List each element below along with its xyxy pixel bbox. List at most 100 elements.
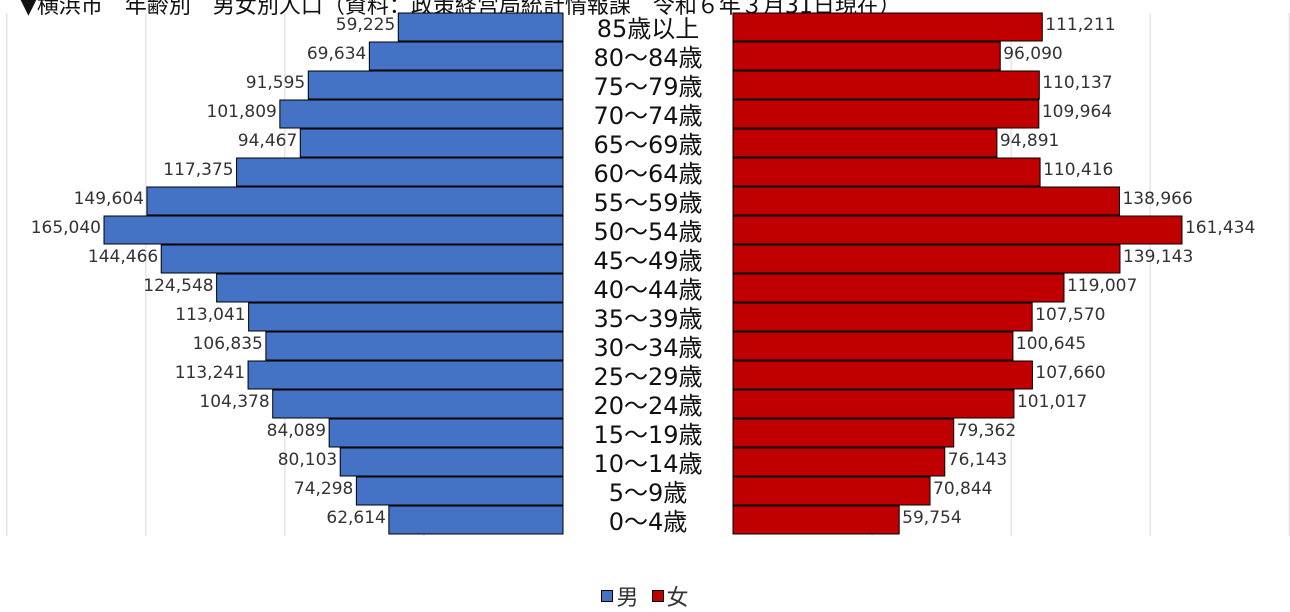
category-label: 70～74歳 [593,102,702,130]
bar-female [732,128,998,158]
value-label-male: 59,225 [336,15,395,35]
value-label-female: 70,844 [933,479,992,499]
legend: 男 女 [0,580,1290,612]
category-label: 25～29歳 [593,363,702,391]
value-label-male: 91,595 [246,73,305,93]
bar-female [732,186,1120,216]
bar-male [146,186,564,216]
legend-swatch-female [651,590,664,602]
bar-female [732,273,1065,303]
value-label-male: 113,041 [175,305,245,325]
bar-male [388,505,564,535]
chart-title: ▼横浜市 年齢別 男女別人口（資料：政策経営局統計情報課 令和６年３月31日現在… [20,0,901,19]
bar-male [307,70,564,100]
bar-female [732,302,1033,332]
value-label-male: 101,809 [207,102,277,122]
category-label: 10～14歳 [593,450,702,478]
legend-label-female: 女 [666,586,689,611]
value-label-male: 113,241 [175,363,245,383]
value-label-female: 76,143 [948,450,1007,470]
category-label: 35～39歳 [593,305,702,333]
value-labels: 59,225 111,211 69,634 96,090 91,595 110,137 10… [31,15,1256,528]
value-label-male: 124,548 [143,276,213,296]
value-label-female: 110,416 [1043,160,1113,180]
category-label: 75～79歳 [593,73,702,101]
value-label-male: 144,466 [88,247,158,267]
bar-female [732,418,955,448]
bar-male [279,99,564,129]
value-label-female: 161,434 [1185,218,1255,238]
value-label-male: 117,375 [163,160,233,180]
bar-female [732,12,1043,42]
value-label-female: 94,891 [1000,131,1059,151]
bar-male [397,12,564,42]
bar-male [328,418,564,448]
age-group-labels: 85歳以上80～84歳75～79歳70～74歳65～69歳60～64歳55～59… [593,15,702,536]
value-label-male: 69,634 [307,44,366,64]
category-label: 40～44歳 [593,276,702,304]
value-label-male: 104,378 [199,392,269,412]
bar-male [265,331,564,361]
bar-male [248,302,564,332]
bar-female [732,244,1121,274]
bar-male [216,273,564,303]
category-label: 30～34歳 [593,334,702,362]
value-label-female: 101,017 [1017,392,1087,412]
bar-female [732,331,1014,361]
bar-male [355,476,564,506]
value-label-female: 110,137 [1042,73,1112,93]
value-label-female: 59,754 [902,508,961,528]
legend-swatch-male [601,590,614,602]
legend-item-female: 女 [651,580,689,612]
value-label-male: 62,614 [326,508,385,528]
category-label: 20～24歳 [593,392,702,420]
bar-female [732,389,1015,419]
bar-female [732,215,1183,245]
value-label-female: 139,143 [1123,247,1193,267]
bar-female [732,157,1041,187]
value-label-female: 119,007 [1067,276,1137,296]
value-label-male: 74,298 [294,479,353,499]
bar-male [339,447,564,477]
bar-male [160,244,564,274]
value-label-female: 109,964 [1042,102,1112,122]
category-label: 65～69歳 [593,131,702,159]
category-label: 15～19歳 [593,421,702,449]
bar-female [732,360,1033,390]
bar-male [236,157,564,187]
bar-male [272,389,564,419]
value-label-female: 138,966 [1122,189,1192,209]
bar-female [732,99,1040,129]
female-bars [732,12,1183,535]
value-label-female: 100,645 [1016,334,1086,354]
category-label: 85歳以上 [597,15,700,43]
bar-female [732,505,900,535]
category-label: 60～64歳 [593,160,702,188]
value-label-male: 84,089 [267,421,326,441]
value-label-female: 107,660 [1035,363,1105,383]
value-label-female: 111,211 [1045,15,1115,35]
category-label: 80～84歳 [593,44,702,72]
bar-female [732,447,946,477]
male-bars [103,12,564,535]
value-label-female: 96,090 [1003,44,1062,64]
bar-female [732,476,931,506]
value-label-female: 79,362 [957,421,1016,441]
value-label-male: 106,835 [193,334,263,354]
bar-female [732,41,1001,71]
bar-male [299,128,564,158]
category-label: 5～9歳 [609,479,688,507]
value-label-male: 80,103 [278,450,337,470]
category-label: 0～4歳 [609,508,688,536]
bar-male [247,360,564,390]
bar-female [732,70,1040,100]
value-label-male: 149,604 [74,189,144,209]
category-label: 50～54歳 [593,218,702,246]
value-label-female: 107,570 [1035,305,1105,325]
value-label-male: 94,467 [238,131,297,151]
bar-male [368,41,564,71]
category-label: 55～59歳 [593,189,702,217]
legend-label-male: 男 [616,586,639,611]
population-pyramid-chart: 85歳以上80～84歳75～79歳70～74歳65～69歳60～64歳55～59… [6,12,1290,536]
value-label-male: 165,040 [31,218,101,238]
